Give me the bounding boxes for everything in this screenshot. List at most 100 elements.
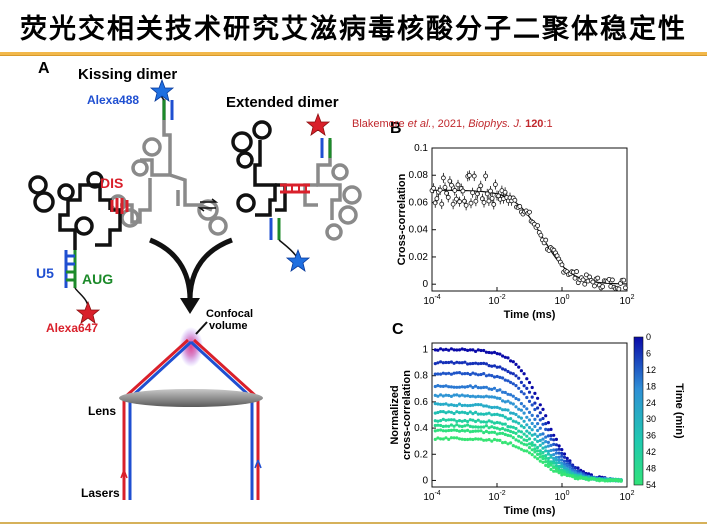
footer-rule <box>0 522 707 524</box>
data-point <box>501 414 505 418</box>
data-point <box>476 418 480 422</box>
data-point <box>452 361 456 365</box>
data-point <box>576 477 580 481</box>
data-point <box>457 419 462 423</box>
data-point <box>522 404 526 408</box>
data-point <box>468 410 472 414</box>
data-point <box>490 413 494 417</box>
data-point <box>527 437 532 441</box>
data-point <box>517 439 521 443</box>
x-tick-label: 102 <box>619 294 634 307</box>
data-point <box>487 411 491 415</box>
data-point <box>441 348 445 352</box>
colorbar-tick-label: 6 <box>646 348 651 358</box>
data-point <box>466 419 470 424</box>
y-tick-label: 0.08 <box>409 170 429 181</box>
data-point <box>439 393 443 397</box>
data-point <box>449 403 453 407</box>
data-point <box>498 365 502 369</box>
data-point <box>457 394 462 398</box>
aug-label: AUG <box>82 271 113 287</box>
data-point <box>554 461 559 465</box>
data-point <box>621 277 627 283</box>
data-point <box>498 427 502 431</box>
data-point <box>522 384 526 388</box>
data-point <box>455 410 459 414</box>
x-axis-label: Time (ms) <box>504 309 556 321</box>
data-point <box>541 432 545 436</box>
data-point <box>538 433 542 437</box>
data-point <box>455 385 459 389</box>
data-point <box>498 413 502 417</box>
data-point <box>503 415 507 419</box>
data-point <box>509 434 513 438</box>
data-point <box>616 478 621 482</box>
data-point <box>482 420 486 424</box>
data-point <box>546 428 551 432</box>
data-point <box>447 437 451 441</box>
data-point <box>439 402 443 406</box>
data-point <box>453 196 459 202</box>
data-point <box>603 479 607 483</box>
data-point <box>474 349 478 353</box>
data-point <box>517 398 521 402</box>
panel-c-letter: C <box>392 321 404 338</box>
data-point <box>509 401 513 405</box>
kissing-black-strand <box>28 171 122 250</box>
x-tick-label: 10-2 <box>488 490 505 503</box>
data-point <box>546 452 551 456</box>
data-point <box>463 403 467 407</box>
data-point <box>487 405 491 409</box>
data-point <box>433 348 437 352</box>
data-point <box>562 462 567 466</box>
data-point <box>527 418 532 422</box>
data-point <box>444 347 448 351</box>
data-point <box>479 437 483 441</box>
data-point <box>495 374 499 379</box>
data-point <box>476 425 480 429</box>
data-point <box>560 465 564 469</box>
data-point <box>549 443 553 447</box>
data-point <box>546 421 551 425</box>
data-point <box>466 428 470 432</box>
data-point <box>549 427 553 431</box>
data-point <box>492 386 497 390</box>
data-point <box>533 437 537 441</box>
data-point <box>501 441 505 445</box>
data-point <box>506 379 510 383</box>
x-tick-label: 10-2 <box>488 294 505 307</box>
data-point <box>514 384 518 388</box>
data-point <box>525 423 529 427</box>
data-point <box>488 188 493 194</box>
volume-label: volume <box>209 320 248 332</box>
data-point <box>463 424 467 428</box>
data-point <box>476 394 480 398</box>
data-point <box>492 405 497 409</box>
data-point <box>482 431 486 435</box>
data-point <box>511 402 515 406</box>
data-point <box>582 281 588 287</box>
x-tick-label: 100 <box>554 294 569 307</box>
data-point <box>474 429 478 433</box>
slide-title: 荧光交相关技术研究艾滋病毒核酸分子二聚体稳定性 <box>20 13 687 45</box>
data-point <box>439 419 443 423</box>
data-point <box>455 404 459 408</box>
data-point <box>463 394 467 398</box>
colorbar-tick-label: 0 <box>646 332 651 342</box>
data-point <box>484 404 488 408</box>
data-point <box>590 279 596 285</box>
data-point <box>471 385 475 390</box>
data-point <box>519 435 524 439</box>
data-point <box>479 372 483 377</box>
data-point <box>527 451 532 455</box>
data-point <box>546 449 551 453</box>
extended-stem-top <box>320 138 332 158</box>
colorbar-tick-label: 42 <box>646 447 656 457</box>
data-point <box>587 478 591 482</box>
data-point <box>544 463 548 467</box>
data-point <box>616 286 622 292</box>
data-point <box>433 362 437 366</box>
data-point <box>455 423 459 427</box>
data-point <box>447 410 451 414</box>
data-point <box>544 422 548 426</box>
